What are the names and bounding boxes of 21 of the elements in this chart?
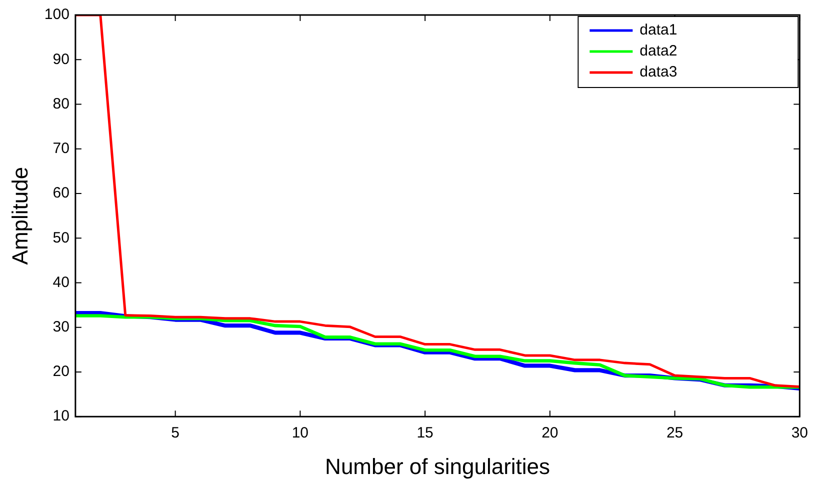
y-tick-label: 100: [44, 6, 70, 24]
y-tick-label: 60: [52, 184, 70, 202]
x-tick-label: 10: [292, 424, 309, 442]
y-axis-title: Amplitude: [7, 166, 32, 265]
y-tick-label: 50: [52, 229, 70, 246]
y-tick-label: 80: [52, 95, 70, 112]
legend-label: data1: [640, 22, 678, 39]
y-tick-label: 40: [52, 274, 70, 291]
legend-label: data3: [640, 64, 678, 81]
y-tick-label: 70: [52, 140, 70, 158]
y-tick-label: 90: [52, 50, 70, 68]
y-tick-label: 30: [52, 318, 70, 336]
x-tick-label: 15: [416, 424, 434, 442]
legend-label: data2: [640, 42, 678, 60]
y-tick-label: 20: [52, 363, 70, 380]
x-tick-label: 30: [791, 424, 808, 442]
x-axis-title: Number of singularities: [325, 454, 550, 479]
x-tick-label: 20: [542, 424, 558, 442]
x-tick-label: 25: [666, 424, 684, 442]
x-tick-label: 5: [171, 424, 180, 442]
y-tick-label: 10: [52, 408, 70, 425]
